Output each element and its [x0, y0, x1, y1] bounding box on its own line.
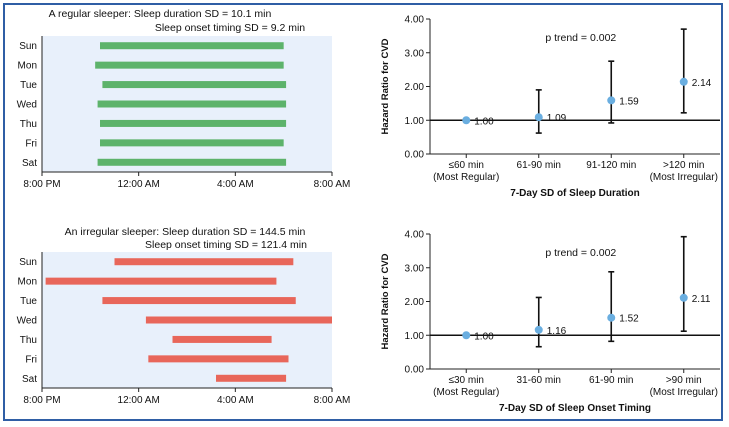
hazard-point [534, 113, 543, 122]
y-axis-label: Hazard Ratio for CVD [380, 253, 391, 349]
x-axis-label: 7-Day SD of Sleep Duration [510, 188, 639, 199]
sleep-bar-tue [102, 297, 296, 305]
chart-title-line2: Sleep onset timing SD = 121.4 min [145, 239, 307, 251]
y-tick-label: 2.00 [405, 297, 425, 308]
x-tick-label: 12:00 AM [118, 395, 160, 406]
day-label: Mon [18, 61, 37, 72]
sleep-bar-thu [100, 119, 287, 127]
point-value-label: 1.52 [619, 314, 639, 325]
x-category-label: ≤30 min [448, 375, 484, 386]
x-tick-label: 8:00 AM [314, 395, 351, 406]
sleep-bar-sun [100, 42, 284, 50]
point-value-label: 1.59 [619, 96, 639, 107]
chart-title-line2: Sleep onset timing SD = 9.2 min [155, 22, 305, 34]
x-category-sublabel: (Most Irregular) [650, 387, 718, 398]
x-category-sublabel: (Most Regular) [433, 172, 499, 183]
y-tick-label: 2.00 [405, 82, 425, 93]
point-value-label: 1.00 [474, 116, 494, 127]
x-axis-label: 7-Day SD of Sleep Onset Timing [499, 403, 651, 414]
point-value-label: 2.14 [692, 78, 712, 89]
day-label: Sun [19, 257, 37, 268]
sleep-bar-mon [45, 277, 277, 285]
x-category-label: ≤60 min [448, 160, 484, 171]
sleep-bar-wed [97, 100, 287, 108]
hazard-point [607, 313, 616, 322]
sleep-bar-thu [172, 335, 272, 343]
day-label: Tue [20, 80, 37, 91]
day-label: Wed [17, 316, 37, 327]
x-category-sublabel: (Most Irregular) [650, 172, 718, 183]
y-tick-label: 1.00 [405, 331, 425, 342]
x-category-label: >120 min [663, 160, 704, 171]
p-trend-annotation: p trend = 0.002 [545, 247, 616, 259]
x-tick-label: 12:00 AM [118, 179, 160, 190]
hazard-point [462, 116, 471, 125]
x-tick-label: 8:00 AM [314, 179, 351, 190]
y-tick-label: 0.00 [405, 150, 425, 161]
day-label: Thu [20, 119, 37, 130]
sleep-bar-sat [216, 374, 287, 382]
point-value-label: 1.00 [474, 331, 494, 342]
y-tick-label: 4.00 [405, 230, 425, 241]
hazard-point [679, 77, 688, 86]
y-tick-label: 1.00 [405, 116, 425, 127]
x-tick-label: 4:00 AM [217, 395, 254, 406]
sleep-bar-mon [95, 61, 284, 69]
hazard-point [534, 325, 543, 334]
x-category-sublabel: (Most Regular) [433, 387, 499, 398]
x-category-label: 61-90 min [517, 160, 561, 171]
day-label: Sun [19, 41, 37, 52]
day-label: Fri [25, 354, 37, 365]
sleep-bar-fri [148, 355, 289, 363]
point-value-label: 2.11 [692, 294, 711, 305]
sleep-bar-sun [114, 258, 294, 266]
p-trend-annotation: p trend = 0.002 [545, 32, 616, 44]
point-value-label: 1.09 [547, 113, 567, 124]
day-label: Mon [18, 277, 37, 288]
hazard-point [607, 96, 616, 105]
chart-title-line1: A regular sleeper: Sleep duration SD = 1… [49, 8, 272, 20]
hazard-point [679, 293, 688, 302]
hazard-point [462, 331, 471, 340]
sleep-bar-fri [100, 139, 284, 147]
x-category-label: 61-90 min [589, 375, 633, 386]
point-value-label: 1.16 [547, 326, 567, 337]
sleep-bar-tue [102, 81, 287, 89]
x-category-label: 31-60 min [517, 375, 561, 386]
x-category-label: 91-120 min [586, 160, 636, 171]
day-label: Sat [22, 158, 37, 169]
y-tick-label: 4.00 [405, 15, 425, 26]
day-label: Fri [25, 138, 37, 149]
sleep-bar-wed [145, 316, 332, 324]
y-tick-label: 0.00 [405, 365, 425, 376]
y-axis-label: Hazard Ratio for CVD [380, 38, 391, 134]
day-label: Thu [20, 335, 37, 346]
x-tick-label: 4:00 AM [217, 179, 254, 190]
sleep-bar-sat [97, 158, 287, 166]
day-label: Tue [20, 296, 37, 307]
x-tick-label: 8:00 PM [23, 179, 60, 190]
x-tick-label: 8:00 PM [23, 395, 60, 406]
y-tick-label: 3.00 [405, 263, 425, 274]
day-label: Wed [17, 100, 37, 111]
chart-title-line1: An irregular sleeper: Sleep duration SD … [65, 226, 306, 238]
day-label: Sat [22, 374, 37, 385]
y-tick-label: 3.00 [405, 48, 425, 59]
x-category-label: >90 min [666, 375, 702, 386]
